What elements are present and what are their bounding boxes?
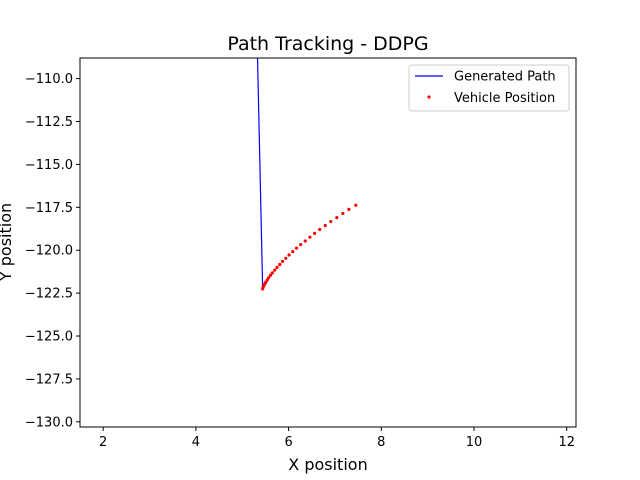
x-tick-label: 6: [284, 435, 292, 450]
y-tick-label: −115.0: [25, 158, 73, 173]
vehicle-position-point: [303, 239, 307, 243]
y-tick-label: −127.5: [25, 372, 73, 387]
vehicle-position-point: [280, 259, 285, 263]
x-tick-label: 4: [192, 435, 200, 450]
series-line-generated-path: [256, 58, 264, 289]
vehicle-position-point: [354, 203, 358, 207]
vehicle-position-point: [294, 246, 299, 250]
x-tick-label: 12: [558, 435, 575, 450]
x-tick-label: 2: [99, 435, 107, 450]
legend: Generated Path Vehicle Position: [408, 64, 570, 112]
x-axis-title: X position: [288, 455, 367, 474]
legend-box: [408, 64, 570, 112]
y-axis-title: Y position: [0, 203, 15, 282]
y-tick-label: −125.0: [25, 330, 73, 345]
legend-label-vehicle-position: Vehicle Position: [454, 91, 555, 106]
vehicle-position-point: [273, 268, 277, 272]
y-tick-label: −130.0: [25, 415, 73, 430]
plot-area: [79, 57, 577, 428]
plot-frame: [79, 57, 577, 428]
y-tick-label: −117.5: [25, 201, 73, 216]
vehicle-position-point: [284, 256, 288, 260]
y-tick-label: −120.0: [25, 244, 73, 259]
vehicle-position-point: [267, 276, 271, 280]
legend-marker-swatch: [427, 95, 431, 99]
vehicle-position-point: [275, 265, 279, 269]
vehicle-position-point: [312, 231, 317, 235]
y-tick-label: −110.0: [25, 72, 73, 87]
vehicle-position-point: [308, 235, 312, 239]
x-tick-label: 8: [377, 435, 385, 450]
vehicle-position-point: [268, 273, 273, 277]
legend-label-generated-path: Generated Path: [454, 70, 556, 85]
vehicle-position-point: [341, 211, 345, 216]
y-tick-label: −112.5: [25, 115, 73, 130]
vehicle-position-point: [335, 216, 339, 220]
x-tick-label: 10: [466, 435, 483, 450]
x-axis: 2 4 6 8 10 12: [99, 427, 575, 450]
vehicle-position-point: [278, 262, 282, 267]
vehicle-position-point: [318, 227, 322, 232]
vehicle-position-point: [299, 242, 303, 247]
vehicle-position-point: [270, 271, 274, 275]
y-tick-label: −122.5: [25, 287, 73, 302]
vehicle-position-point: [291, 250, 295, 254]
vehicle-position-point: [287, 253, 291, 257]
vehicle-position-point: [347, 207, 351, 211]
y-axis: −110.0 −112.5 −115.0 −117.5 −120.0 −122.5 −125…: [25, 72, 80, 430]
chart-title: Path Tracking - DDPG: [227, 33, 428, 55]
vehicle-position-point: [329, 219, 333, 224]
vehicle-position-point: [323, 223, 327, 228]
